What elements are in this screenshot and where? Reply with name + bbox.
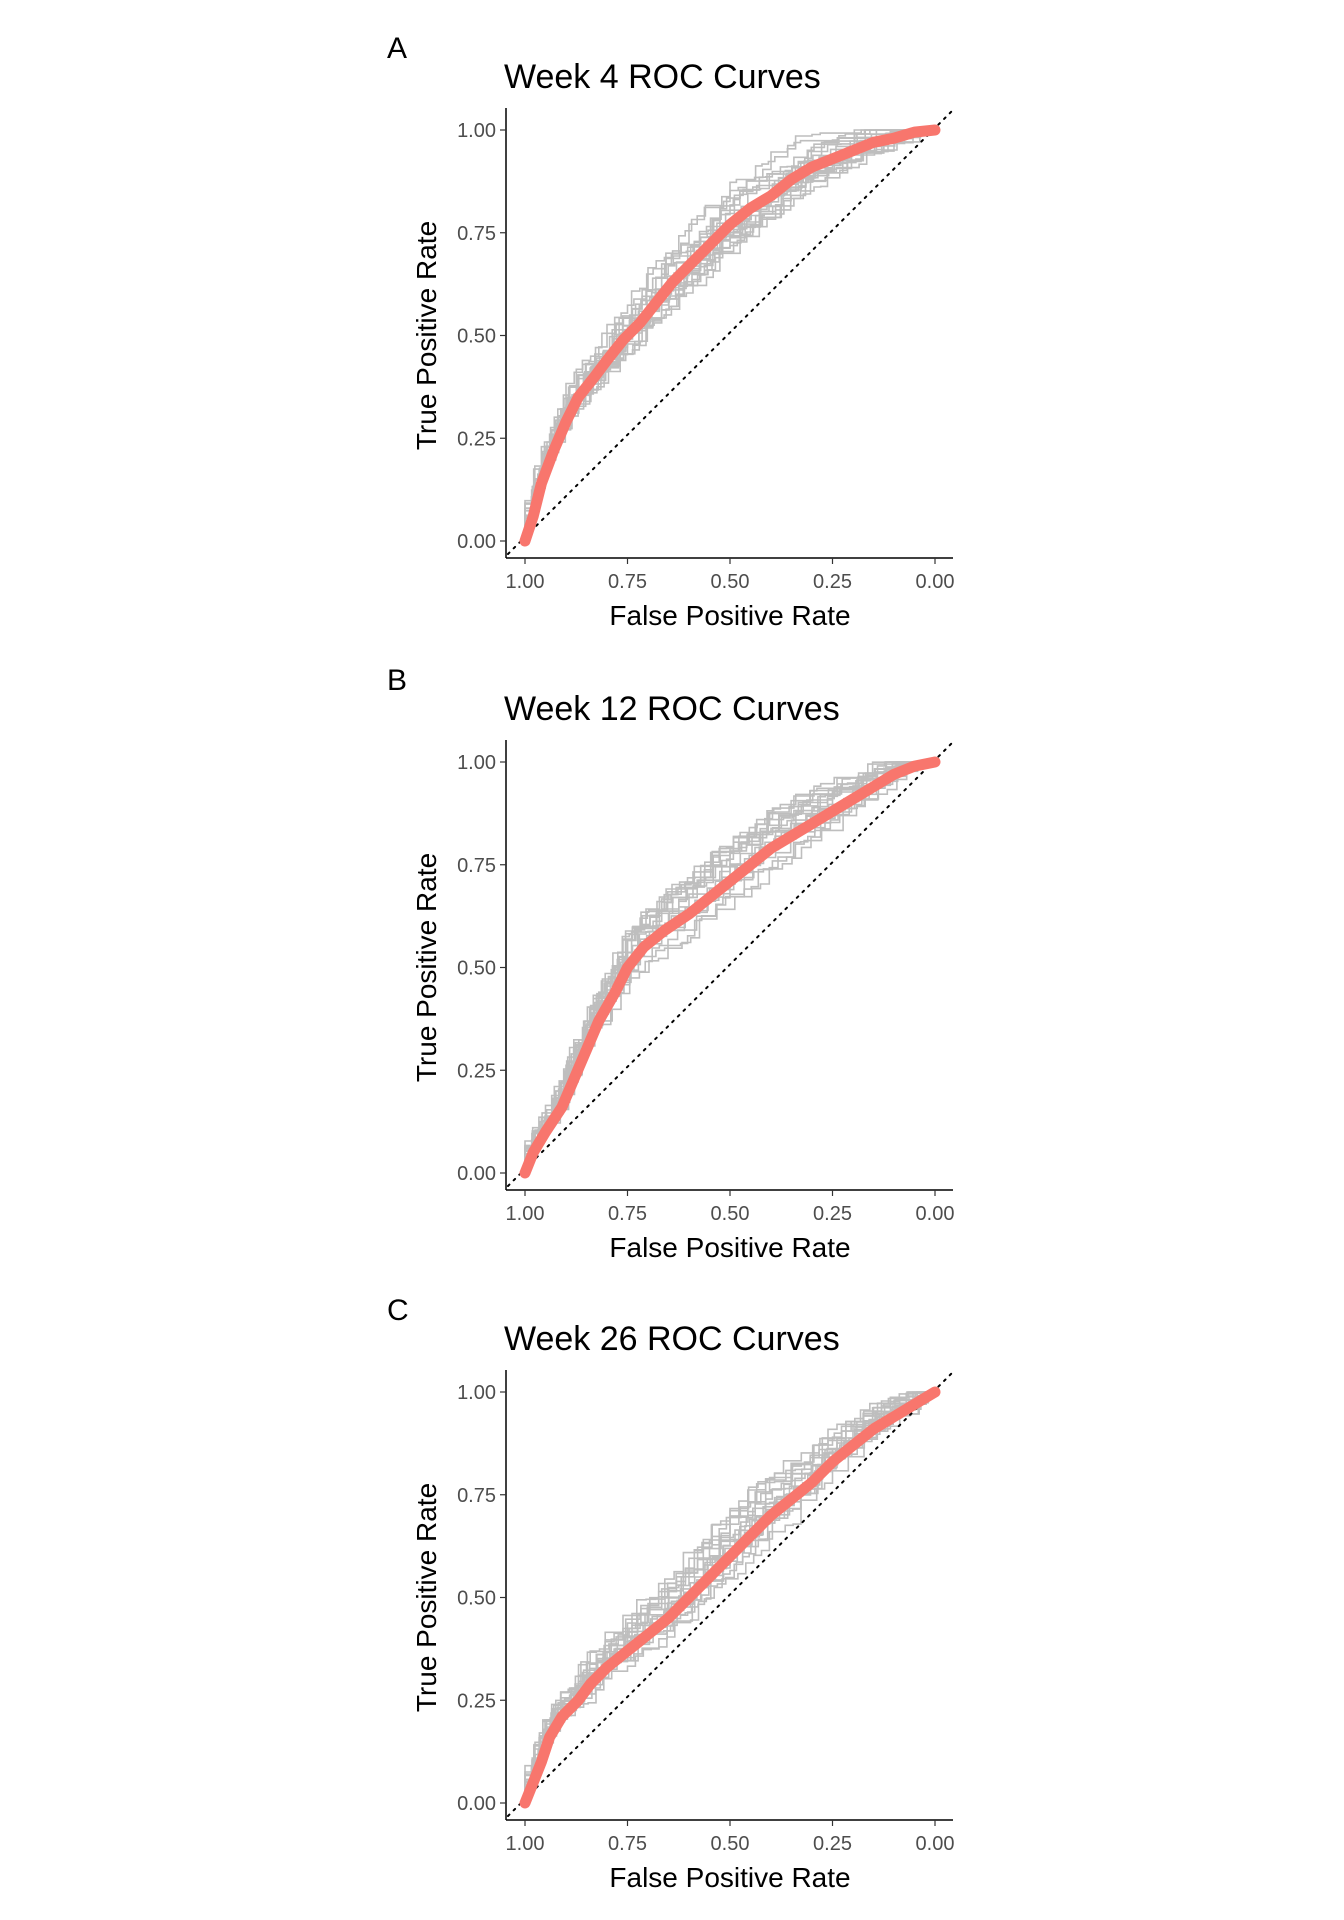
replicate-roc-curve	[524, 1391, 935, 1803]
replicate-roc-curve	[524, 1391, 935, 1803]
replicate-roc-curve	[524, 1391, 935, 1803]
chart-title: Week 4 ROC Curves	[504, 58, 821, 96]
reference-diagonal	[507, 109, 954, 555]
replicate-roc-curve	[524, 1391, 935, 1803]
replicate-roc-curve	[524, 1391, 935, 1803]
y-axis-title: True Positive Rate	[411, 1483, 442, 1712]
reference-diagonal	[507, 741, 954, 1187]
chart-title: Week 12 ROC Curves	[504, 690, 840, 728]
mean-roc-curve	[519, 1386, 941, 1809]
mean-roc-curve	[519, 756, 941, 1179]
replicate-roc-curve	[524, 1391, 935, 1803]
replicate-roc-curve	[524, 761, 935, 1173]
y-axis-title: True Positive Rate	[411, 853, 442, 1082]
panel-letter: C	[387, 1294, 409, 1327]
x-tick-label: 1.00	[506, 1203, 545, 1225]
y-axis-title: True Positive Rate	[411, 221, 442, 450]
y-tick-label: 0.50	[457, 1588, 496, 1610]
replicate-roc-curve	[524, 761, 935, 1173]
replicate-roc-curve	[524, 761, 935, 1173]
replicate-roc-curve	[524, 1391, 935, 1803]
mean-roc-curve	[519, 124, 941, 547]
replicate-roc-curve	[524, 1391, 935, 1803]
x-tick-label: 0.75	[608, 1203, 647, 1225]
y-tick-label: 0.50	[457, 958, 496, 980]
x-tick-label: 0.00	[916, 1833, 955, 1855]
replicate-roc-curve	[524, 1391, 935, 1803]
replicate-roc-curve	[524, 761, 935, 1173]
panel-letter: B	[387, 664, 407, 697]
replicate-roc-curve	[524, 761, 935, 1173]
replicate-roc-curve	[524, 1391, 935, 1803]
roc-panel-c: C Week 26 ROC Curves 0.00 0.25 0.50 0.75 1.00 1…	[387, 1294, 954, 1893]
y-tick-label: 0.25	[457, 428, 496, 450]
replicate-roc-curve	[524, 1391, 935, 1803]
y-tick-label: 1.00	[457, 1382, 496, 1404]
replicate-roc-curve	[524, 761, 935, 1173]
replicate-roc-curve	[524, 129, 935, 541]
x-tick-label: 0.00	[916, 571, 955, 593]
x-tick-label: 0.25	[813, 1203, 852, 1225]
x-tick-label: 0.25	[813, 1833, 852, 1855]
replicate-roc-curve	[524, 1391, 935, 1803]
x-tick-label: 0.50	[711, 1203, 750, 1225]
y-tick-label: 0.75	[457, 855, 496, 877]
y-tick-label: 0.75	[457, 1485, 496, 1507]
roc-panel-b: B Week 12 ROC Curves 0.00 0.25 0.50 0.75 1.00 1…	[387, 664, 954, 1263]
replicate-roc-curve	[524, 1391, 935, 1803]
y-tick-label: 0.00	[457, 1793, 496, 1815]
replicate-roc-curve	[524, 761, 935, 1173]
replicate-roc-curve	[524, 129, 935, 541]
y-tick-label: 0.25	[457, 1690, 496, 1712]
replicate-roc-curve	[524, 761, 935, 1173]
replicate-roc-curve	[524, 761, 935, 1173]
replicate-roc-curve	[524, 761, 935, 1173]
x-tick-label: 1.00	[506, 571, 545, 593]
replicate-roc-curve	[524, 1391, 935, 1803]
replicate-roc-curve	[524, 1391, 935, 1803]
y-tick-label: 0.50	[457, 326, 496, 348]
replicate-roc-curve	[524, 761, 935, 1173]
y-tick-label: 0.00	[457, 1163, 496, 1185]
replicate-roc-curve	[524, 761, 935, 1173]
replicate-roc-curve	[524, 129, 935, 541]
y-tick-label: 1.00	[457, 120, 496, 142]
replicate-roc-curve	[524, 761, 935, 1173]
replicate-roc-curve	[524, 1391, 935, 1803]
y-tick-label: 0.00	[457, 531, 496, 553]
x-tick-label: 0.75	[608, 1833, 647, 1855]
replicate-roc-curve	[524, 1391, 935, 1803]
x-tick-label: 0.50	[711, 1833, 750, 1855]
x-tick-label: 0.75	[608, 571, 647, 593]
replicate-roc-curve	[524, 761, 935, 1173]
y-tick-label: 0.75	[457, 223, 496, 245]
reference-diagonal	[507, 1371, 954, 1817]
replicate-roc-curve	[524, 1391, 935, 1803]
roc-panel-a: A Week 4 ROC Curves 0.00 0.25 0.50 0.75 1.00 1.…	[387, 32, 954, 631]
replicate-roc-curve	[524, 761, 935, 1173]
x-tick-label: 1.00	[506, 1833, 545, 1855]
x-axis-title: False Positive Rate	[609, 1862, 850, 1893]
x-tick-label: 0.50	[711, 571, 750, 593]
replicate-roc-curve	[524, 761, 935, 1173]
replicate-roc-curve	[524, 1391, 935, 1803]
replicate-roc-curve	[524, 761, 935, 1173]
x-axis-title: False Positive Rate	[609, 1232, 850, 1263]
y-tick-label: 1.00	[457, 752, 496, 774]
replicate-roc-curve	[524, 761, 935, 1173]
replicate-roc-curve	[524, 1391, 935, 1803]
x-tick-label: 0.00	[916, 1203, 955, 1225]
x-axis-title: False Positive Rate	[609, 600, 850, 631]
y-tick-label: 0.25	[457, 1060, 496, 1082]
replicate-roc-curve	[524, 761, 935, 1173]
panel-letter: A	[387, 32, 407, 65]
chart-title: Week 26 ROC Curves	[504, 1320, 840, 1358]
x-tick-label: 0.25	[813, 571, 852, 593]
replicate-roc-curve	[524, 761, 935, 1173]
